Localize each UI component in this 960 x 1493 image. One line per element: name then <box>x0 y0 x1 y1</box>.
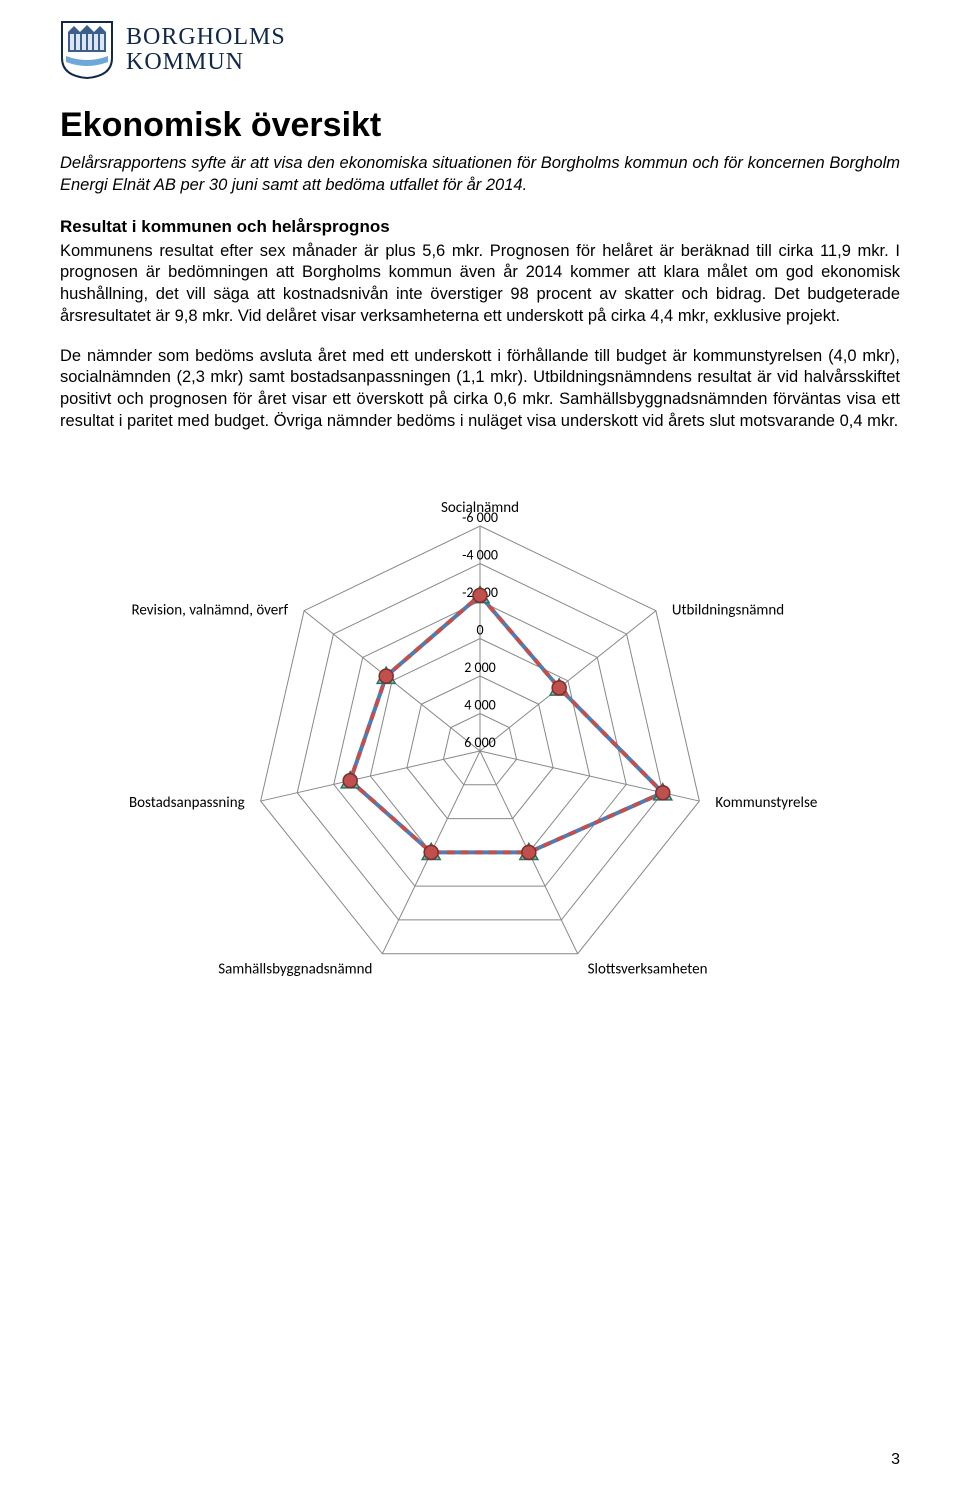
radar-chart-container: -6 000-4 000-2 00002 0004 0006 000Social… <box>60 451 900 1031</box>
svg-text:4 000: 4 000 <box>464 696 496 713</box>
page-number: 3 <box>891 1451 900 1469</box>
page-title: Ekonomisk översikt <box>60 106 900 145</box>
org-line-2: KOMMUN <box>126 50 286 75</box>
svg-text:Kommunstyrelse: Kommunstyrelse <box>715 794 817 812</box>
svg-text:6 000: 6 000 <box>464 734 496 751</box>
svg-text:Revision, valnämnd, överf: Revision, valnämnd, överf <box>131 601 288 619</box>
intro-paragraph: Delårsrapportens syfte är att visa den e… <box>60 153 900 197</box>
svg-text:Utbildningsnämnd: Utbildningsnämnd <box>672 601 784 619</box>
svg-text:-4 000: -4 000 <box>462 546 498 563</box>
svg-text:0: 0 <box>476 621 483 638</box>
svg-text:Bostadsanpassning: Bostadsanpassning <box>129 794 245 812</box>
svg-text:Samhällsbyggnadsnämnd: Samhällsbyggnadsnämnd <box>218 960 372 978</box>
municipality-name: BORGHOLMS KOMMUN <box>126 25 286 75</box>
section-heading: Resultat i kommunen och helårsprognos <box>60 217 900 237</box>
body-paragraph-1: Kommunens resultat efter sex månader är … <box>60 241 900 328</box>
svg-text:2 000: 2 000 <box>464 659 496 676</box>
municipality-crest-icon <box>60 20 114 80</box>
page-header: BORGHOLMS KOMMUN <box>60 20 900 80</box>
svg-text:Slottsverksamheten: Slottsverksamheten <box>588 960 708 978</box>
body-paragraph-2: De nämnder som bedöms avsluta året med e… <box>60 346 900 433</box>
radar-chart: -6 000-4 000-2 00002 0004 0006 000Social… <box>70 451 890 1031</box>
org-line-1: BORGHOLMS <box>126 25 286 50</box>
svg-text:Socialnämnd: Socialnämnd <box>441 499 519 517</box>
